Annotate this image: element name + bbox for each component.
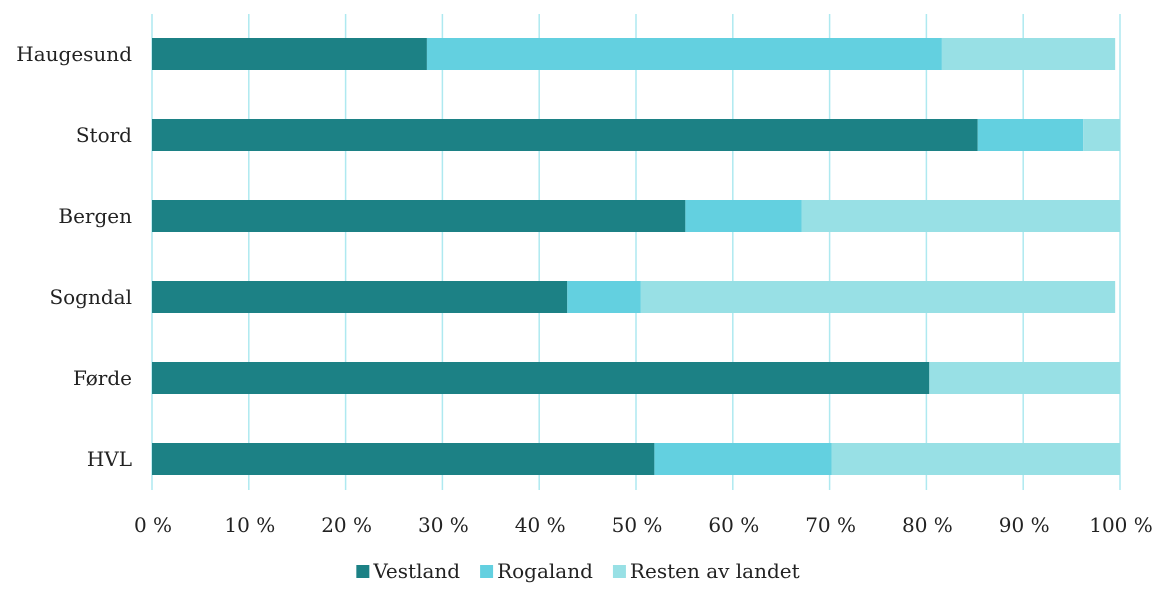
bars	[152, 38, 1120, 475]
bar-sogndal-vestland	[152, 281, 568, 313]
bar-hvl-vestland	[152, 443, 655, 475]
bar-stord-rogaland	[977, 119, 1084, 151]
bar-sogndal-resten-av-landet	[640, 281, 1116, 313]
x-tick-label-9: 90 %	[999, 513, 1050, 537]
grid-lines	[151, 14, 1121, 490]
category-label-stord: Stord	[76, 123, 132, 147]
category-label-hvl: HVL	[87, 447, 132, 471]
x-tick-label-6: 60 %	[708, 513, 759, 537]
legend: Vestland Rogaland Resten av landet	[356, 559, 800, 583]
bar-stord-vestland	[152, 119, 978, 151]
legend-swatch-vestland	[356, 565, 370, 578]
category-label-haugesund: Haugesund	[16, 42, 132, 66]
x-tick-label-2: 20 %	[321, 513, 372, 537]
x-tick-label-1: 10 %	[224, 513, 275, 537]
x-tick-label-8: 80 %	[902, 513, 953, 537]
x-tick-label-10: 100 %	[1089, 513, 1153, 537]
bar-haugesund-vestland	[152, 38, 427, 70]
bar-sogndal-rogaland	[567, 281, 641, 313]
bar-forde-resten-av-landet	[929, 362, 1120, 394]
bar-bergen-resten-av-landet	[801, 200, 1120, 232]
x-tick-label-4: 40 %	[515, 513, 566, 537]
bar-hvl-resten-av-landet	[831, 443, 1120, 475]
category-label-forde: Førde	[73, 366, 132, 390]
legend-label-rogaland: Rogaland	[497, 559, 593, 583]
bar-hvl-rogaland	[654, 443, 832, 475]
bar-haugesund-resten-av-landet	[941, 38, 1116, 70]
legend-label-resten-av-landet: Resten av landet	[630, 559, 800, 583]
bar-haugesund-rogaland	[426, 38, 942, 70]
category-labels: Haugesund Stord Bergen Sogndal Førde HVL	[16, 42, 132, 471]
bar-bergen-vestland	[152, 200, 686, 232]
bar-stord-resten-av-landet	[1083, 119, 1120, 151]
legend-label-vestland: Vestland	[372, 559, 460, 583]
x-tick-labels: 0 % 10 % 20 % 30 % 40 % 50 % 60 % 70 % 80 % 90 % 1…	[134, 513, 1153, 537]
bar-forde-vestland	[152, 362, 930, 394]
category-label-bergen: Bergen	[58, 204, 132, 228]
x-tick-label-5: 50 %	[612, 513, 663, 537]
x-tick-label-3: 30 %	[418, 513, 469, 537]
legend-swatch-rogaland	[480, 565, 494, 578]
bar-bergen-rogaland	[685, 200, 802, 232]
x-tick-label-0: 0 %	[134, 513, 172, 537]
x-tick-label-7: 70 %	[805, 513, 856, 537]
category-label-sogndal: Sogndal	[49, 285, 132, 309]
legend-swatch-resten-av-landet	[612, 565, 626, 578]
